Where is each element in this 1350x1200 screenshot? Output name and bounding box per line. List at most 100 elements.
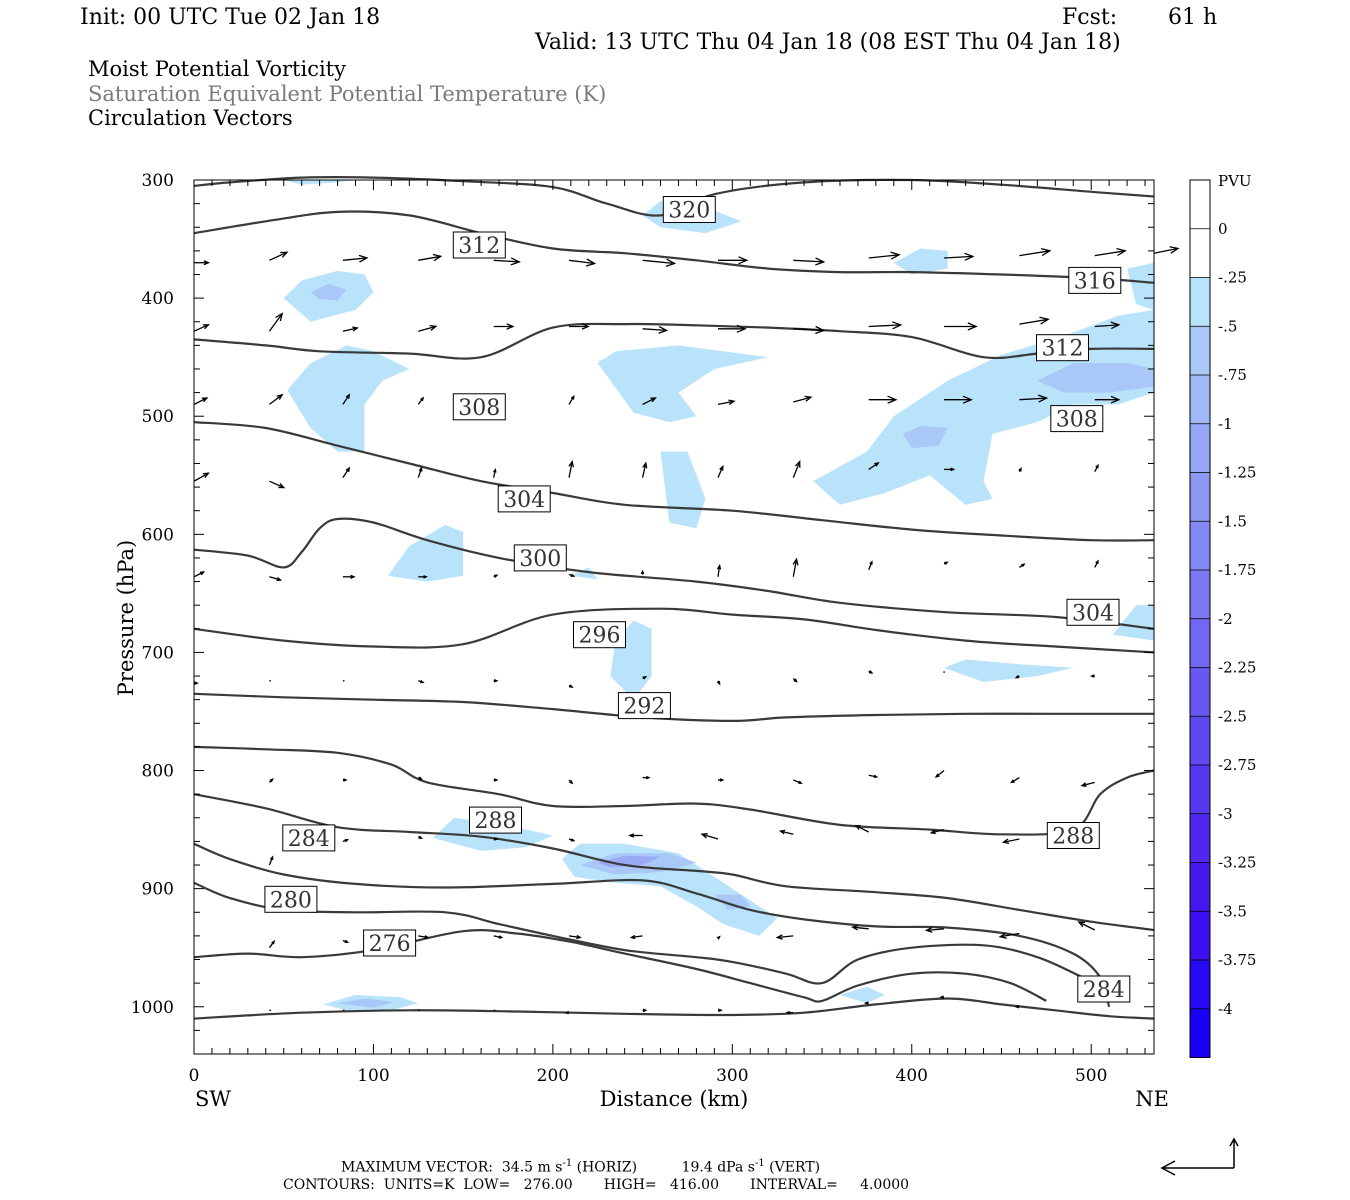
vector-24: [944, 322, 978, 331]
x-tick-label: 100: [357, 1066, 389, 1086]
colorbar-swatch: [1190, 716, 1210, 765]
vector-1: [269, 251, 289, 261]
colorbar-label: -4: [1218, 1000, 1233, 1018]
vector-69: [418, 679, 425, 684]
max-vector-text: MAXIMUM VECTOR: 34.5 m s-1 (HORIZ) 19.4 …: [341, 1159, 820, 1175]
vector-23: [868, 321, 903, 330]
vector-7: [718, 256, 749, 265]
colorbar-swatch: [1190, 180, 1210, 229]
vector-49: [868, 462, 880, 470]
contour-label-6: 304: [497, 485, 551, 513]
vector-65: [1094, 559, 1099, 568]
vector-17: [418, 324, 438, 332]
vector-3: [418, 253, 443, 262]
vector-14: [193, 324, 210, 332]
vector-77: [1014, 674, 1020, 679]
contour-label-2: 316: [1068, 266, 1122, 294]
vector-100: [929, 828, 945, 835]
vector-114: [1077, 921, 1096, 931]
pv-region-23: [714, 894, 751, 910]
vector-87: [868, 774, 879, 779]
pv-region-6: [597, 357, 643, 367]
vector-22: [793, 325, 826, 335]
contour-label-1: 312: [452, 231, 506, 259]
valid-time: Valid: 13 UTC Thu 04 Jan 18 (08 EST Thu …: [535, 30, 1121, 55]
vector-36: [868, 395, 898, 404]
vector-113: [998, 932, 1020, 939]
pv-region-24: [337, 998, 395, 1008]
field-title-pv: Moist Potential Vorticity: [88, 57, 346, 81]
horiz-unit-exponent: -1: [562, 1158, 573, 1169]
colorbar-swatch: [1190, 570, 1210, 619]
contour-label-text: 276: [369, 932, 411, 957]
pv-region-5: [597, 345, 769, 423]
vector-56: [418, 575, 429, 579]
vector-33: [642, 397, 657, 405]
contour-label-text: 296: [579, 624, 621, 649]
contour-label-text: 304: [1072, 601, 1114, 626]
vector-52: [1094, 463, 1099, 472]
colorbar: 0 -.25 -.5 -.75 -1 -1.25 -1.5 -1.75 -2 -2.25 -2.5 -…: [1189, 172, 1256, 1058]
contour-label-text: 300: [519, 547, 561, 572]
colorbar-label: -1.5: [1218, 512, 1247, 530]
pv-region-9: [1127, 262, 1154, 310]
colorbar-label: -3.75: [1218, 951, 1256, 969]
vector-54: [269, 576, 283, 582]
vector-90: [1080, 781, 1095, 787]
vector-29: [342, 393, 351, 405]
contour-label-13: 288: [1046, 822, 1100, 850]
vector-94: [493, 837, 499, 841]
vector-93: [418, 835, 423, 840]
vector-12: [1094, 247, 1127, 257]
vector-62: [868, 560, 873, 571]
contour-label-0: 320: [662, 196, 716, 224]
vector-79: [268, 778, 274, 783]
vector-27: [193, 397, 209, 405]
horiz-unit: m s: [537, 1159, 563, 1176]
y-tick-label: 800: [142, 762, 174, 782]
y-tick-label: 300: [142, 171, 174, 191]
vector-107: [568, 934, 582, 940]
contour-288: [193, 793, 1155, 932]
colorbar-label: -2.25: [1218, 659, 1256, 677]
max-vert-value: 19.4: [681, 1159, 713, 1176]
contour-label-4: 308: [452, 393, 506, 421]
contour-label-text: 288: [475, 809, 517, 834]
vector-2: [342, 254, 369, 263]
vector-30: [417, 396, 425, 405]
vector-82: [493, 778, 499, 782]
y-tick-label: 1000: [131, 998, 174, 1018]
vector-86: [793, 779, 803, 784]
vector-74: [792, 677, 798, 683]
vector-45: [568, 459, 575, 478]
vector-111: [851, 924, 869, 931]
colorbar-swatch: [1190, 618, 1210, 668]
colorbar-label: -3.5: [1218, 902, 1247, 920]
vector-25: [1019, 316, 1050, 325]
colorbar-swatch: [1190, 1008, 1210, 1058]
y-tick-label: 700: [142, 643, 174, 663]
pv-region-11: [570, 567, 598, 580]
colorbar-swatch: [1190, 765, 1210, 814]
vector-103: [268, 939, 276, 949]
vector-72: [642, 676, 648, 680]
contour-272: [193, 997, 1155, 1020]
vector-32: [568, 394, 575, 405]
vector-125: [1014, 1005, 1020, 1009]
vector-97: [700, 832, 719, 840]
contour-312: [193, 322, 1155, 360]
colorbar-swatch: [1190, 960, 1210, 1009]
colorbar-label: 0: [1218, 220, 1228, 238]
colorbar-swatch: [1190, 911, 1210, 960]
x-axis-title: Distance (km): [600, 1087, 749, 1111]
vector-55: [342, 574, 356, 579]
circulation-vectors: [193, 246, 1180, 1015]
vector-0: [194, 260, 211, 266]
vector-40: [193, 472, 210, 482]
vector-35: [793, 395, 813, 403]
vector-121: [718, 1008, 723, 1013]
vector-44: [493, 467, 497, 478]
vert-unit: dPa s: [717, 1159, 755, 1176]
vector-19: [569, 323, 590, 330]
vector-123: [863, 1001, 869, 1005]
